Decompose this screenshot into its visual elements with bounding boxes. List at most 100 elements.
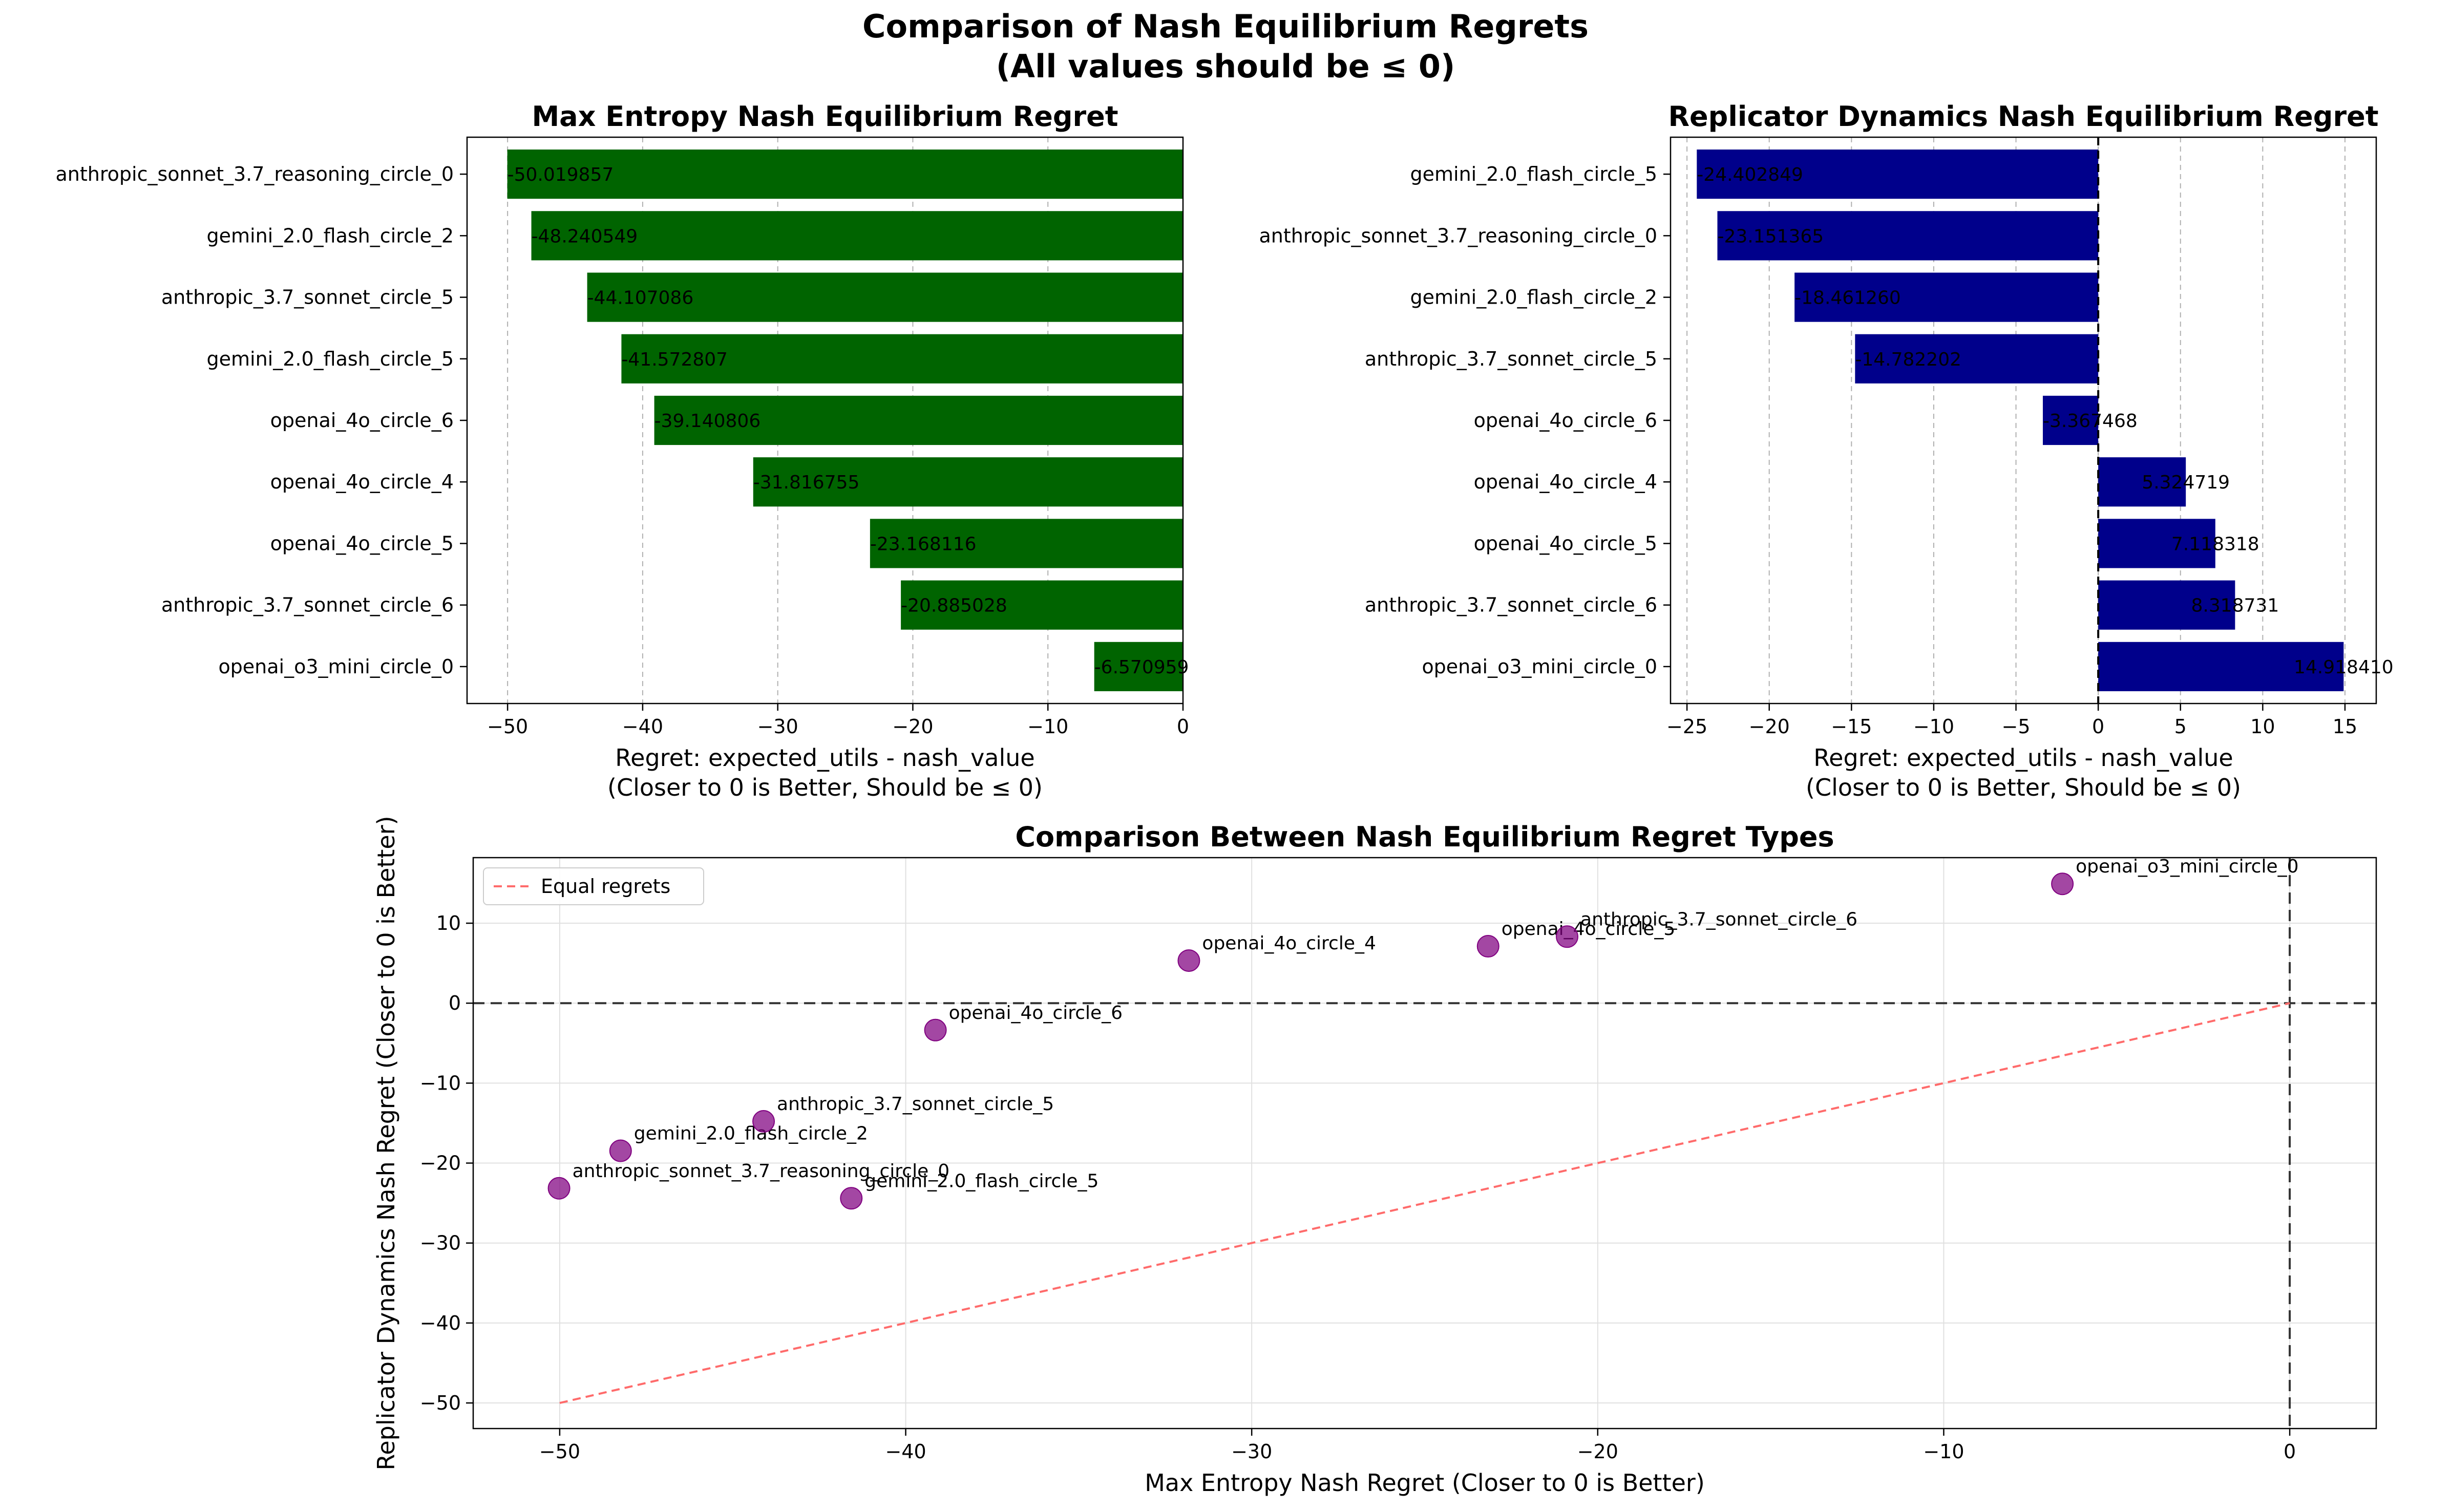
x-tick-label: −40 bbox=[622, 715, 663, 738]
x-axis-label: (Closer to 0 is Better, Should be ≤ 0) bbox=[607, 774, 1043, 801]
bar bbox=[507, 150, 1183, 199]
point-label: anthropic_3.7_sonnet_circle_6 bbox=[1580, 909, 1857, 930]
category-label: openai_4o_circle_6 bbox=[270, 409, 454, 432]
category-label: openai_o3_mini_circle_0 bbox=[218, 655, 454, 678]
subplot-title: Replicator Dynamics Nash Equilibrium Reg… bbox=[1668, 100, 2378, 133]
x-tick-label: −30 bbox=[757, 715, 798, 738]
bar bbox=[587, 272, 1183, 322]
x-tick-label: −20 bbox=[1749, 715, 1790, 738]
x-tick-label: −20 bbox=[1577, 1440, 1618, 1463]
bar bbox=[654, 395, 1183, 445]
data-label: -39.140806 bbox=[654, 411, 761, 432]
point-label: gemini_2.0_flash_circle_2 bbox=[634, 1123, 868, 1144]
x-tick-label: 10 bbox=[2250, 715, 2275, 738]
y-tick-label: −30 bbox=[420, 1232, 461, 1254]
data-label: -6.570959 bbox=[1094, 657, 1189, 678]
replicator-dynamics-bar-chart: -24.402849 -23.151365 -18.461260 -14.782202… bbox=[1259, 100, 2394, 801]
x-tick-label: 0 bbox=[2284, 1440, 2296, 1463]
category-label: gemini_2.0_flash_circle_5 bbox=[1410, 163, 1658, 185]
x-axis-label: Max Entropy Nash Regret (Closer to 0 is … bbox=[1145, 1469, 1705, 1497]
point-label: anthropic_3.7_sonnet_circle_5 bbox=[777, 1094, 1054, 1115]
point-label: openai_4o_circle_6 bbox=[949, 1003, 1123, 1024]
category-label: openai_o3_mini_circle_0 bbox=[1422, 655, 1657, 678]
category-label: anthropic_sonnet_3.7_reasoning_circle_0 bbox=[1259, 224, 1657, 247]
bar bbox=[1794, 272, 2099, 322]
category-label: gemini_2.0_flash_circle_2 bbox=[1410, 286, 1658, 309]
category-label: anthropic_3.7_sonnet_circle_5 bbox=[1365, 348, 1657, 370]
regret-comparison-scatter: anthropic_sonnet_3.7_reasoning_circle_0g… bbox=[372, 816, 2377, 1497]
category-label: openai_4o_circle_5 bbox=[1474, 532, 1657, 555]
y-tick-label: 0 bbox=[449, 992, 461, 1014]
point-label: openai_4o_circle_5 bbox=[1502, 919, 1676, 940]
x-tick-label: −30 bbox=[1231, 1440, 1272, 1463]
bar bbox=[1094, 642, 1183, 691]
bar bbox=[1697, 150, 2099, 199]
y-tick-label: −50 bbox=[420, 1392, 461, 1414]
data-label: -24.402849 bbox=[1697, 164, 1803, 185]
data-label: -23.151365 bbox=[1718, 226, 1824, 247]
category-label: openai_4o_circle_5 bbox=[270, 532, 454, 555]
x-tick-label: 15 bbox=[2333, 715, 2357, 738]
data-label: -31.816755 bbox=[753, 472, 860, 493]
x-tick-label: −10 bbox=[1027, 715, 1068, 738]
data-label: -48.240549 bbox=[532, 226, 638, 247]
category-label: openai_4o_circle_4 bbox=[270, 471, 454, 493]
x-tick-label: −15 bbox=[1831, 715, 1872, 738]
x-axis-label: Regret: expected_utils - nash_value bbox=[1813, 744, 2233, 772]
category-label: anthropic_3.7_sonnet_circle_6 bbox=[161, 594, 454, 616]
point-label: openai_o3_mini_circle_0 bbox=[2076, 856, 2298, 877]
data-label: -18.461260 bbox=[1794, 288, 1901, 309]
point-label: gemini_2.0_flash_circle_5 bbox=[864, 1170, 1098, 1191]
category-label: anthropic_3.7_sonnet_circle_5 bbox=[161, 286, 454, 309]
y-tick-label: 10 bbox=[436, 912, 461, 934]
category-label: anthropic_sonnet_3.7_reasoning_circle_0 bbox=[56, 163, 454, 185]
scatter-point bbox=[2051, 872, 2074, 896]
data-label: -3.367468 bbox=[2043, 411, 2138, 432]
scatter-point bbox=[547, 1177, 571, 1200]
subplot-title: Max Entropy Nash Equilibrium Regret bbox=[532, 100, 1118, 133]
max-entropy-bar-chart: -50.019857 -48.240549 -44.107086 -41.572807… bbox=[56, 100, 1190, 801]
bar bbox=[2098, 519, 2215, 568]
x-tick-label: −10 bbox=[1923, 1440, 1964, 1463]
category-label: openai_4o_circle_4 bbox=[1474, 471, 1657, 493]
point-label: anthropic_sonnet_3.7_reasoning_circle_0 bbox=[573, 1161, 950, 1182]
point-label: openai_4o_circle_4 bbox=[1202, 933, 1376, 954]
bar bbox=[621, 334, 1183, 384]
scatter-point bbox=[924, 1018, 947, 1041]
bar bbox=[2098, 457, 2186, 507]
scatter-point bbox=[840, 1187, 863, 1210]
bar bbox=[901, 580, 1183, 630]
category-label: gemini_2.0_flash_circle_5 bbox=[207, 348, 454, 370]
plot-frame bbox=[472, 857, 2377, 1430]
category-label: openai_4o_circle_6 bbox=[1474, 409, 1657, 432]
y-tick-label: −10 bbox=[420, 1072, 461, 1094]
data-label: -44.107086 bbox=[587, 288, 694, 309]
scatter-point bbox=[609, 1139, 632, 1162]
legend: Equal regrets bbox=[483, 867, 704, 905]
x-tick-label: −50 bbox=[539, 1440, 580, 1463]
figure-title: Comparison of Nash Equilibrium Regrets bbox=[862, 8, 1589, 45]
scatter-point bbox=[1476, 935, 1499, 958]
scatter-point bbox=[1556, 925, 1579, 948]
data-label: -41.572807 bbox=[621, 349, 728, 370]
subplot-title: Comparison Between Nash Equilibrium Regr… bbox=[1015, 821, 1834, 853]
category-label: anthropic_3.7_sonnet_circle_6 bbox=[1365, 594, 1657, 616]
bar bbox=[870, 519, 1183, 568]
bar bbox=[531, 211, 1183, 261]
bar bbox=[1717, 211, 2099, 261]
x-tick-label: −50 bbox=[487, 715, 528, 738]
x-tick-label: −5 bbox=[2002, 715, 2031, 738]
figure-subtitle: (All values should be ≤ 0) bbox=[996, 48, 1455, 85]
x-tick-label: −40 bbox=[885, 1440, 926, 1463]
equal-regrets-line bbox=[559, 1002, 2290, 1404]
data-label: -20.885028 bbox=[901, 595, 1007, 616]
data-label: -23.168116 bbox=[870, 534, 977, 555]
bar bbox=[753, 457, 1183, 507]
x-axis-label: Regret: expected_utils - nash_value bbox=[615, 744, 1034, 772]
scatter-point bbox=[752, 1110, 775, 1133]
y-axis-label: Replicator Dynamics Nash Regret (Closer … bbox=[372, 816, 400, 1470]
x-tick-label: −20 bbox=[892, 715, 933, 738]
x-tick-label: 0 bbox=[2092, 715, 2104, 738]
x-tick-label: −25 bbox=[1666, 715, 1707, 738]
